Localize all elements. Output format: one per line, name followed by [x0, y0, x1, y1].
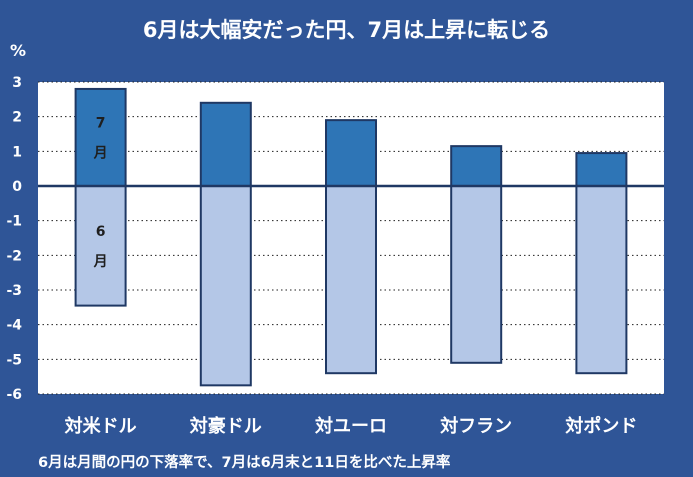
y-tick-label: 3 [12, 75, 22, 91]
x-tick-label: 対豪ドル [189, 415, 262, 437]
series-inline-label: 月 [93, 254, 108, 270]
y-tick-label: -4 [6, 318, 22, 334]
x-tick-label: 対米ドル [64, 415, 137, 437]
y-tick-label: 2 [12, 110, 22, 126]
series-inline-label: 月 [93, 145, 108, 161]
bar-june [199, 185, 252, 387]
y-tick-label: -2 [6, 248, 22, 264]
bar-june [74, 185, 127, 307]
y-tick-label: 0 [12, 179, 22, 195]
bar-july [450, 145, 503, 187]
y-tick-label: -1 [6, 214, 22, 230]
bar-june [575, 185, 628, 375]
chart-title: 6月は大幅安だった円、7月は上昇に転じる [142, 18, 551, 42]
x-tick-label: 対ユーロ [314, 415, 387, 437]
y-axis-unit-label: % [10, 41, 26, 60]
y-tick-label: -6 [6, 387, 22, 403]
bar-june [325, 185, 377, 375]
bar-june [450, 185, 503, 364]
y-tick-label: -3 [6, 283, 22, 299]
bar-july [325, 119, 377, 187]
y-tick-label: 1 [12, 144, 22, 160]
x-tick-label: 対フラン [439, 415, 512, 437]
bar-july [199, 101, 252, 187]
bar-july [575, 152, 628, 187]
series-inline-label: 6 [96, 224, 106, 240]
y-tick-label: -5 [6, 352, 22, 368]
x-tick-label: 対ポンド [564, 415, 637, 437]
series-inline-label: 7 [96, 115, 106, 131]
chart-footnote: 6月は月間の円の下落率で、7月は6月末と11日を比べた上昇率 [38, 455, 451, 471]
bar-july [74, 87, 127, 187]
